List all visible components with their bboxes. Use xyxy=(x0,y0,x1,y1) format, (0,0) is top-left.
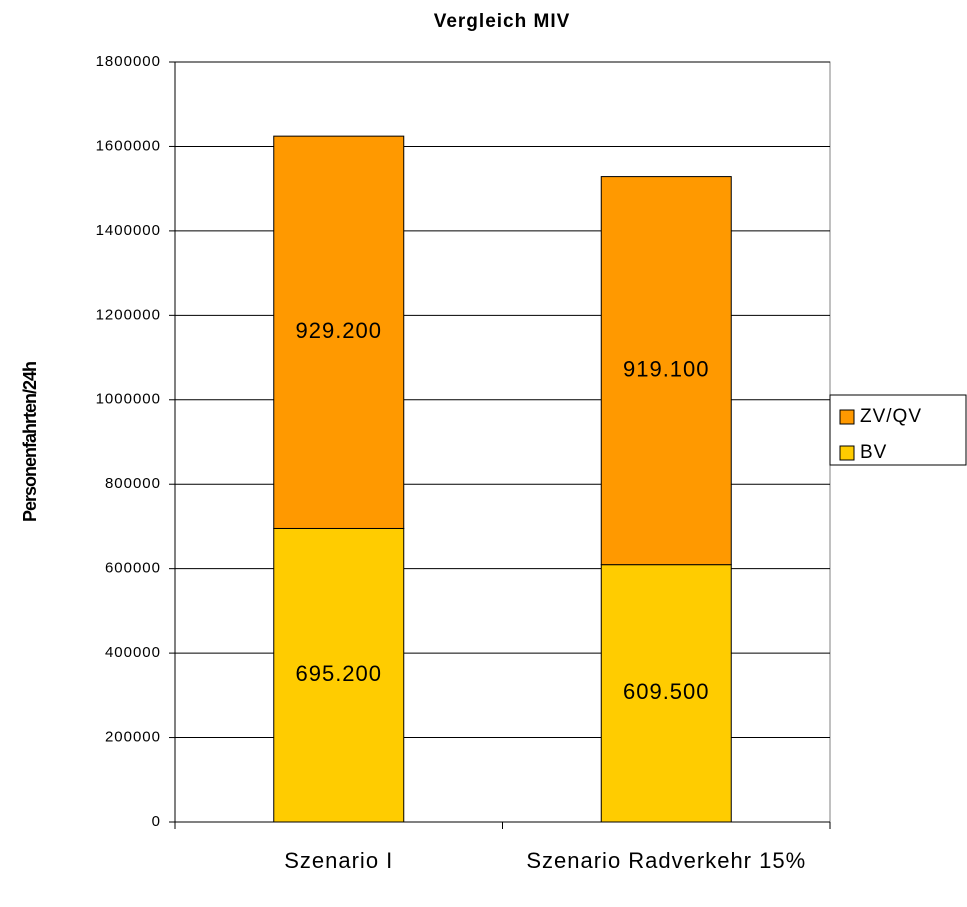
data-label: 695.200 xyxy=(295,661,382,686)
legend-swatch xyxy=(839,409,855,425)
legend-label: BV xyxy=(860,442,887,463)
y-tick-label: 400000 xyxy=(105,644,161,661)
y-axis-label: Personenfahrten/24h xyxy=(20,362,40,522)
bar-segment xyxy=(273,527,405,823)
data-label: 609.500 xyxy=(623,679,710,704)
data-label: 919.100 xyxy=(623,356,710,381)
y-tick-label: 800000 xyxy=(105,475,161,492)
bar-segment xyxy=(273,135,405,529)
chart-title: Vergleich MIV xyxy=(434,11,571,32)
legend-label: ZV/QV xyxy=(860,406,922,427)
data-label: 929.200 xyxy=(295,318,382,343)
x-tick-label: Szenario Radverkehr 15% xyxy=(526,848,807,873)
x-tick-label: Szenario I xyxy=(284,848,394,873)
y-tick-label: 1000000 xyxy=(96,391,161,408)
y-tick-label: 600000 xyxy=(105,560,161,577)
bar-segment xyxy=(600,176,732,566)
legend-swatch xyxy=(839,445,855,461)
y-tick-label: 1800000 xyxy=(96,53,161,70)
y-tick-label: 1400000 xyxy=(96,222,161,239)
y-tick-label: 1600000 xyxy=(96,137,161,154)
y-tick-label: 1200000 xyxy=(96,306,161,323)
y-tick-label: 0 xyxy=(152,813,161,830)
y-tick-label: 200000 xyxy=(105,729,161,746)
